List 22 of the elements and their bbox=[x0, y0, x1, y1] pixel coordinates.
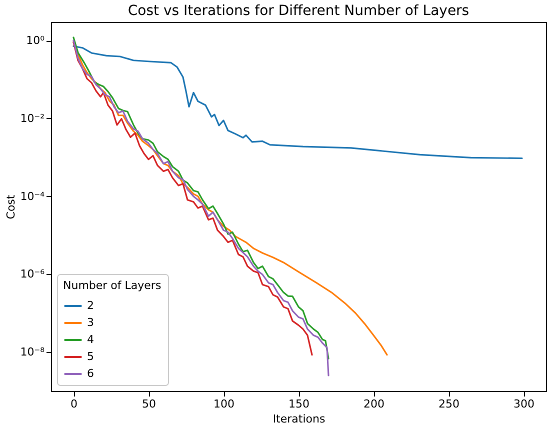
legend-label: 2 bbox=[87, 299, 94, 312]
chart-title: Cost vs Iterations for Different Number of Layers bbox=[128, 3, 470, 19]
x-axis-title: Iterations bbox=[272, 412, 326, 426]
y-tick-label: 10⁻⁸ bbox=[20, 346, 46, 359]
legend-label: 4 bbox=[87, 333, 94, 346]
y-tick-label: 10⁻² bbox=[20, 112, 44, 125]
legend-title: Number of Layers bbox=[63, 279, 162, 292]
x-tick-label: 50 bbox=[142, 398, 156, 410]
y-tick-label: 10⁰ bbox=[26, 34, 46, 48]
legend-label: 3 bbox=[87, 316, 94, 329]
x-tick-label: 300 bbox=[514, 398, 534, 410]
x-tick-label: 150 bbox=[288, 398, 310, 410]
line-series bbox=[72, 45, 523, 160]
y-tick-label: 10⁻⁶ bbox=[20, 268, 46, 281]
y-axis-title: Cost bbox=[4, 194, 18, 220]
y-tick-label: 10⁻⁴ bbox=[20, 190, 46, 203]
x-tick-label: 200 bbox=[364, 398, 384, 410]
legend-label: 5 bbox=[87, 350, 94, 363]
x-tick-label: 0 bbox=[70, 398, 78, 410]
x-tick-label: 100 bbox=[214, 398, 234, 410]
legend-label: 6 bbox=[87, 367, 94, 380]
x-tick-label: 250 bbox=[438, 398, 460, 410]
